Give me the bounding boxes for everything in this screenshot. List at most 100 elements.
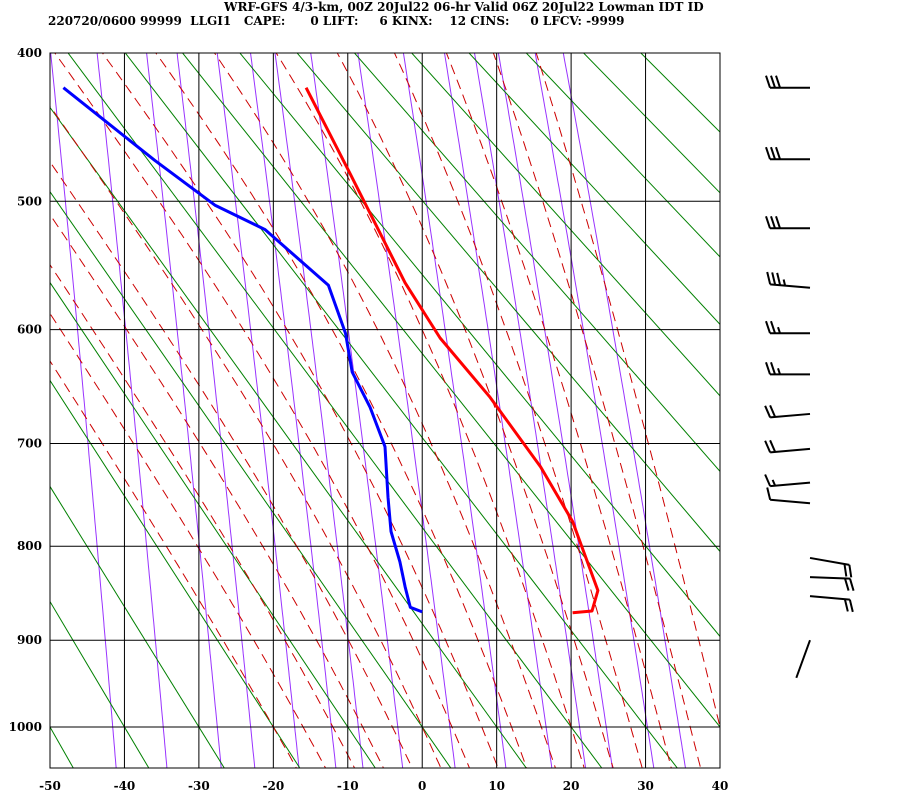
dry-adiabat-line bbox=[582, 53, 720, 194]
wind-barb-feather bbox=[844, 578, 850, 591]
dry-adiabat-line bbox=[124, 53, 678, 768]
moist-adiabat-line bbox=[213, 53, 556, 768]
y-tick-label: 600 bbox=[17, 323, 42, 337]
dry-adiabat-line bbox=[296, 53, 720, 553]
x-tick-label: 40 bbox=[712, 779, 729, 793]
wind-barb-staff bbox=[809, 556, 850, 566]
wind-barb-feather bbox=[766, 271, 772, 285]
dry-adiabat-line bbox=[67, 53, 603, 768]
wind-barb-staff bbox=[770, 447, 811, 454]
moist-adiabat-line bbox=[535, 53, 720, 730]
mixing-ratio-line bbox=[357, 53, 456, 768]
wind-barb-feather bbox=[775, 215, 781, 229]
wind-barb-feather bbox=[770, 146, 776, 160]
wind-barb bbox=[766, 487, 811, 505]
index-cins-value: 0 bbox=[530, 14, 539, 28]
mixing-ratio-line bbox=[96, 53, 168, 768]
dry-adiabat-line bbox=[353, 53, 720, 473]
wind-barb-feather bbox=[848, 599, 854, 613]
y-tick-label: 1000 bbox=[9, 720, 42, 734]
wind-barb-feather bbox=[770, 320, 776, 334]
x-tick-label: -50 bbox=[39, 779, 61, 793]
mixing-ratio-line bbox=[249, 53, 337, 768]
dry-adiabat-line bbox=[50, 600, 150, 768]
moist-adiabat-line bbox=[54, 53, 470, 768]
moist-adiabat-line bbox=[155, 53, 528, 768]
mixing-ratio-line bbox=[534, 53, 655, 768]
wind-barb-half-feather bbox=[771, 479, 777, 487]
index-cins-label: CINS: bbox=[470, 14, 510, 28]
y-tick-label: 400 bbox=[17, 46, 42, 60]
wind-barb-feather bbox=[766, 487, 772, 500]
wind-barb-staff bbox=[770, 498, 811, 505]
chart-subtitle: 220720/0600 99999 LLGI1 CAPE: 0 LIFT: 6 … bbox=[48, 14, 625, 28]
wind-barb-feather bbox=[765, 320, 771, 334]
index-kinx-value: 12 bbox=[449, 14, 467, 28]
wind-barb-staff bbox=[770, 283, 811, 289]
dry-adiabat-line bbox=[468, 53, 720, 326]
wind-barb bbox=[765, 215, 810, 230]
x-tick-label: 10 bbox=[488, 779, 505, 793]
wind-barb-feather bbox=[765, 215, 771, 229]
wind-barb-feather bbox=[770, 75, 776, 89]
index-lfcv-value: -9999 bbox=[586, 14, 625, 28]
wind-barb bbox=[795, 639, 811, 679]
mixing-ratio-line bbox=[146, 53, 222, 768]
moist-adiabat-line bbox=[50, 105, 442, 768]
mixing-ratio-line bbox=[310, 53, 404, 768]
wind-barb bbox=[765, 362, 810, 376]
moist-adiabat-line bbox=[336, 53, 614, 768]
x-tick-label: 0 bbox=[418, 779, 426, 793]
wind-barb bbox=[765, 146, 810, 161]
mixing-ratio-line bbox=[562, 53, 686, 768]
y-tick-label: 500 bbox=[17, 194, 42, 208]
x-tick-label: -40 bbox=[114, 779, 136, 793]
moist-adiabat-line bbox=[50, 360, 297, 768]
temperature-profile-line bbox=[304, 87, 600, 615]
index-lift-label: LIFT: bbox=[322, 14, 359, 28]
dry-adiabat-line bbox=[50, 485, 225, 768]
dry-adiabat-line bbox=[239, 53, 720, 638]
dry-adiabat-line bbox=[640, 53, 720, 133]
wind-barb-half-feather bbox=[782, 279, 787, 286]
index-lfcv-label: LFCV: bbox=[542, 14, 582, 28]
wind-barb-feather bbox=[764, 440, 772, 453]
wind-barb bbox=[765, 75, 810, 89]
dry-adiabat-line bbox=[411, 53, 720, 397]
wind-barb-feather bbox=[764, 405, 772, 418]
wind-barb-staff bbox=[770, 481, 811, 488]
chart-title: WRF-GFS 4/3-km, 00Z 20Jul22 06-hr Valid … bbox=[224, 0, 704, 14]
wind-barb-feather bbox=[843, 563, 848, 577]
wind-barb bbox=[809, 576, 855, 591]
station-id: LLGI1 bbox=[190, 14, 232, 28]
wind-barb-feather bbox=[848, 564, 853, 578]
wind-barb bbox=[764, 474, 811, 488]
moist-adiabat-line bbox=[101, 53, 499, 768]
wind-barb-half-feather bbox=[777, 368, 781, 375]
wind-barb-feather bbox=[771, 272, 777, 285]
plot-frame bbox=[49, 52, 721, 769]
x-tick-label: 20 bbox=[563, 779, 580, 793]
wind-barb-half-feather bbox=[777, 326, 781, 334]
x-tick-label: -30 bbox=[188, 779, 210, 793]
wind-barb bbox=[809, 595, 854, 613]
y-tick-label: 900 bbox=[17, 633, 42, 647]
index-kinx-label: KINX: bbox=[391, 14, 433, 28]
dry-adiabat-line bbox=[50, 379, 301, 768]
y-tick-label: 700 bbox=[17, 436, 42, 450]
dewpoint-profile-line bbox=[62, 86, 423, 614]
sounding-id: 220720/0600 99999 bbox=[48, 14, 182, 28]
wind-barb-staff bbox=[809, 595, 850, 601]
dry-adiabat-line bbox=[181, 53, 720, 728]
wind-barb-feather bbox=[849, 578, 855, 591]
dry-adiabat-line bbox=[50, 281, 376, 768]
dry-adiabat-line bbox=[525, 53, 720, 258]
moist-adiabat-line bbox=[50, 213, 385, 768]
wind-barb bbox=[765, 320, 810, 335]
wind-barb-feather bbox=[764, 474, 772, 487]
index-cape-value: 0 bbox=[310, 14, 319, 28]
wind-barb-feather bbox=[843, 598, 849, 612]
wind-barb-feather bbox=[776, 272, 782, 286]
wind-barb-feather bbox=[770, 215, 776, 229]
mixing-ratio-line bbox=[443, 53, 553, 768]
